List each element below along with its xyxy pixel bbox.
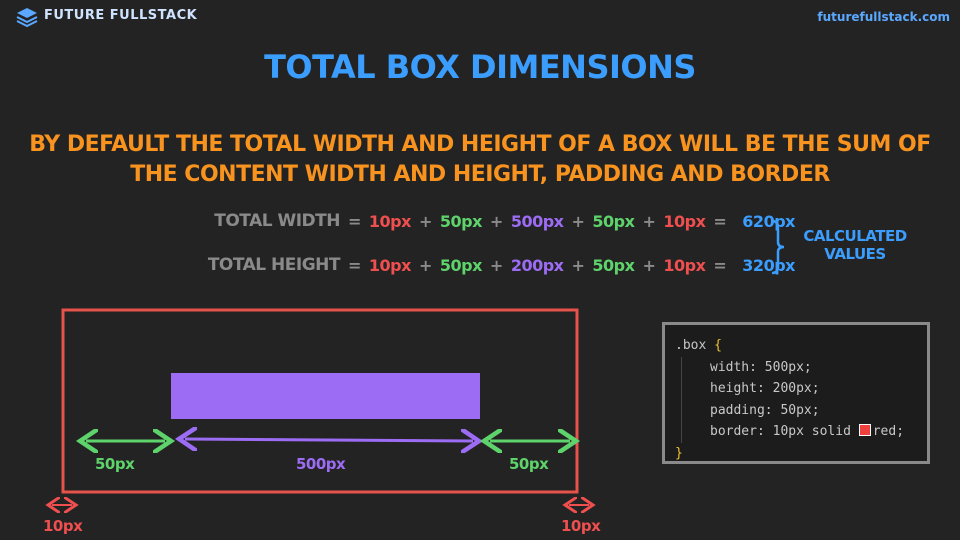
operator: + [418,211,432,231]
term: 500px [510,211,564,231]
operator: + [642,211,656,231]
result: 620px [742,211,795,231]
code-token: height: [710,381,765,396]
operator: = [713,255,727,275]
term: 50px [439,211,483,231]
code-line: border: 10px solid red; [681,421,927,443]
url[interactable]: futurefullstack.com [817,10,950,24]
border-label: 10px [43,517,83,535]
code-token: padding: [710,402,773,418]
operator: + [418,255,432,275]
code-token: } [675,445,683,461]
logo [16,8,38,28]
code-token: border: [710,424,765,439]
operator: + [489,211,503,231]
padding-label: 50px [509,455,549,473]
term: 10px [368,211,412,231]
term: 10px [663,255,706,275]
code-block: .box { width: 500px; height: 200px; padd… [662,322,930,464]
term: 50px [592,211,635,231]
code-token: .box [675,338,707,353]
code-line: .box { [665,335,927,357]
operator: = [348,211,361,231]
code-token: width: [710,359,757,375]
operator: + [571,211,585,231]
equation: TOTAL HEIGHT = 10px +50px +200px +50px +10px = 3… [190,255,796,275]
bracket-label-line: CALCULATED [803,227,907,245]
term: 50px [439,255,483,275]
term: 200px [510,255,564,275]
code-token: 500px; [764,359,812,375]
code-token: 10px solid [772,424,851,439]
subtitle-line: BY DEFAULT THE TOTAL WIDTH AND HEIGHT OF… [29,132,931,157]
operator: + [571,255,585,275]
code-token: 50px; [780,402,820,418]
border-label: 10px [561,517,601,535]
code-line: width: 500px; [681,356,927,378]
term: 10px [368,255,412,275]
operator: + [642,255,656,275]
content-label: 500px [296,455,346,473]
box-diagram [0,308,640,540]
operator: = [348,255,361,275]
code-line: height: 200px; [681,378,927,400]
term: 10px [663,211,706,231]
code-token: { [714,338,722,353]
term: 50px [592,255,635,275]
code-token: 200px; [772,381,820,396]
operator: + [489,255,503,275]
code-token: red; [872,424,905,439]
bracket [771,219,785,275]
operator: = [713,211,727,231]
bracket-label-line: VALUES [824,245,886,263]
result: 320px [742,255,795,275]
code-line: } [665,443,927,465]
equation-label: TOTAL WIDTH [214,211,340,231]
equation-label: TOTAL HEIGHT [207,255,341,275]
bracket-label: CALCULATED VALUES [800,227,910,263]
color-swatch [858,424,871,436]
subtitle-line: THE CONTENT WIDTH AND HEIGHT, PADDING AN… [130,162,830,187]
brand: FUTURE FULLSTACK [44,8,198,23]
title: TOTAL BOX DIMENSIONS [264,48,696,86]
equation: TOTAL WIDTH = 10px +50px +500px +50px +10px = 62… [190,211,795,231]
padding-label: 50px [95,455,135,473]
code-line: padding: 50px; [681,399,927,421]
